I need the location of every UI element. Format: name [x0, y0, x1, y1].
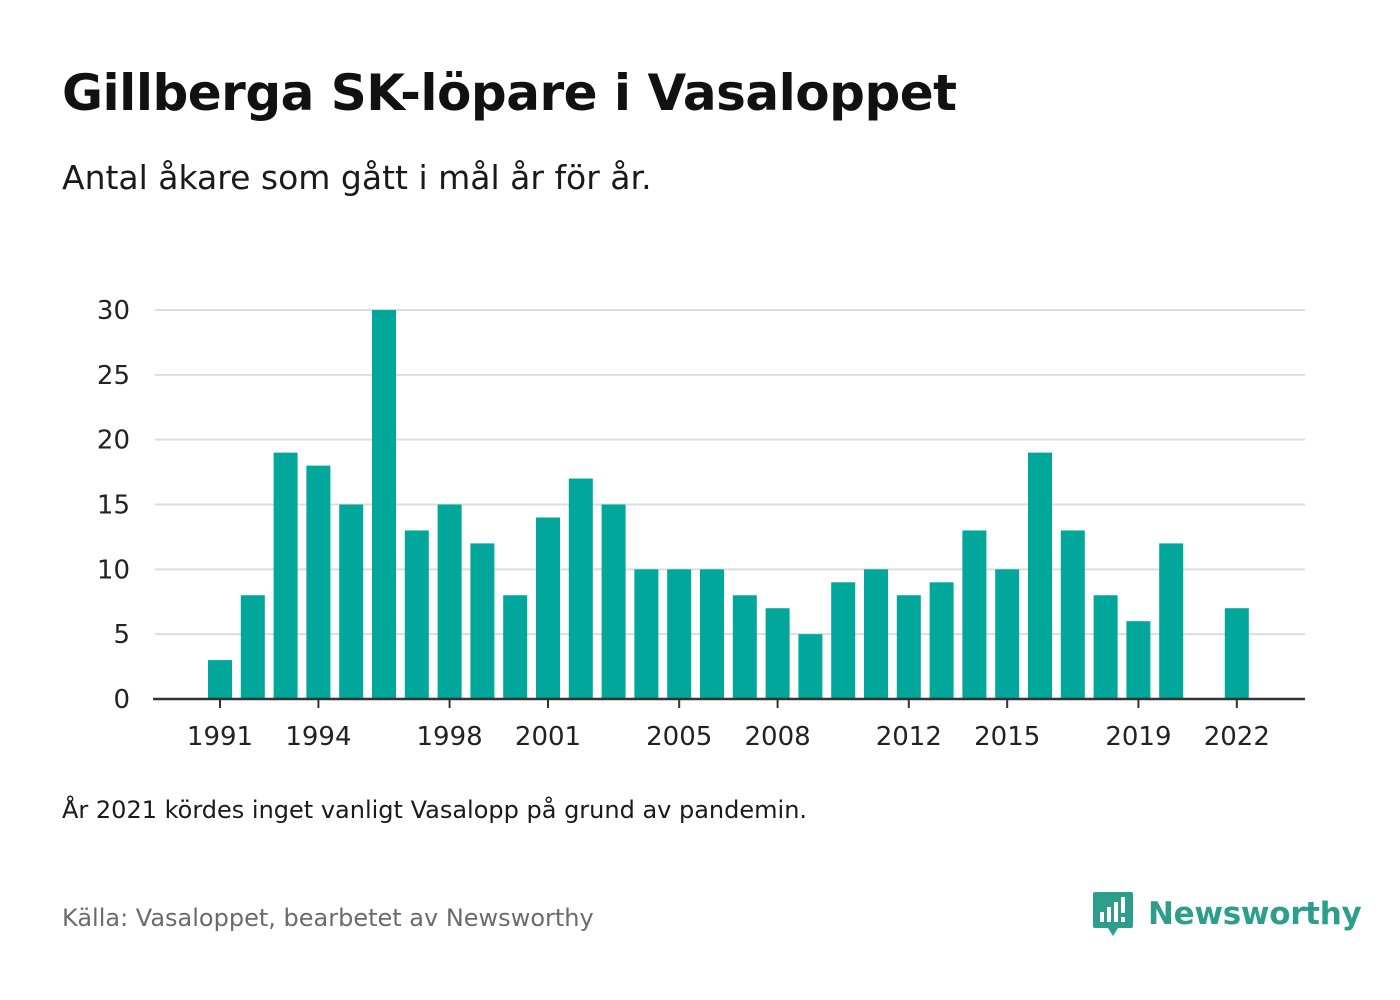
bar-2015 [995, 569, 1020, 699]
bar-2020 [1159, 543, 1184, 699]
bars [208, 310, 1249, 699]
bar-2008 [765, 608, 790, 699]
chart-subtitle: Antal åkare som gått i mål år för år. [62, 158, 652, 197]
x-tick-label-1991: 1991 [187, 722, 253, 752]
bar-1995 [339, 504, 364, 699]
bar-1998 [437, 504, 462, 699]
newsworthy-logo-icon [1093, 892, 1133, 936]
bar-2001 [536, 517, 560, 699]
y-tick-label-5: 5 [113, 620, 130, 650]
bar-2004 [634, 569, 659, 699]
y-tick-label-30: 30 [97, 296, 130, 326]
brand-name: Newsworthy [1148, 896, 1362, 932]
bar-2010 [831, 582, 856, 699]
bar-1997 [404, 530, 429, 699]
bar-2016 [1028, 452, 1052, 699]
chart-note: År 2021 kördes inget vanligt Vasalopp på… [62, 796, 808, 824]
x-tick-label-2012: 2012 [876, 722, 942, 752]
axes: 0 5 10 15 20 25 30 1991 1994 1998 2001 2005 2008 2012… [97, 296, 1305, 752]
bar-2018 [1093, 595, 1118, 699]
x-tick-label-2005: 2005 [646, 722, 712, 752]
bar-1994 [306, 465, 331, 699]
bar-2007 [732, 595, 757, 699]
bar-2003 [601, 504, 626, 699]
x-tick-label-2022: 2022 [1204, 722, 1270, 752]
x-tick-label-2008: 2008 [745, 722, 811, 752]
bar-1999 [470, 543, 495, 699]
bar-2013 [929, 582, 954, 699]
bar-2012 [896, 595, 921, 699]
x-tick-label-2019: 2019 [1105, 722, 1171, 752]
bar-2014 [962, 530, 987, 699]
bar-2000 [503, 595, 528, 699]
bar-1993 [273, 452, 298, 699]
bar-1991 [208, 660, 232, 699]
bar-2019 [1126, 621, 1151, 699]
y-tick-label-0: 0 [113, 685, 130, 715]
x-tick-label-1998: 1998 [417, 722, 483, 752]
y-tick-label-10: 10 [97, 555, 130, 585]
x-tick-label-2001: 2001 [515, 722, 581, 752]
brand: Newsworthy [1092, 890, 1362, 938]
bar-1992 [240, 595, 265, 699]
bar-1996 [372, 310, 396, 699]
y-tick-label-15: 15 [97, 491, 130, 521]
y-tick-label-25: 25 [97, 361, 130, 391]
bar-2022 [1224, 608, 1249, 699]
bar-2011 [864, 569, 888, 699]
y-tick-label-20: 20 [97, 426, 130, 456]
bar-2005 [667, 569, 692, 699]
x-tick-label-2015: 2015 [974, 722, 1040, 752]
bar-2002 [568, 478, 593, 699]
source-text: Källa: Vasaloppet, bearbetet av Newswort… [62, 904, 594, 932]
bar-2017 [1060, 530, 1085, 699]
x-tick-label-1994: 1994 [285, 722, 351, 752]
chart-title: Gillberga SK-löpare i Vasaloppet [62, 64, 957, 122]
bar-2006 [700, 569, 724, 699]
bar-2009 [798, 634, 823, 699]
